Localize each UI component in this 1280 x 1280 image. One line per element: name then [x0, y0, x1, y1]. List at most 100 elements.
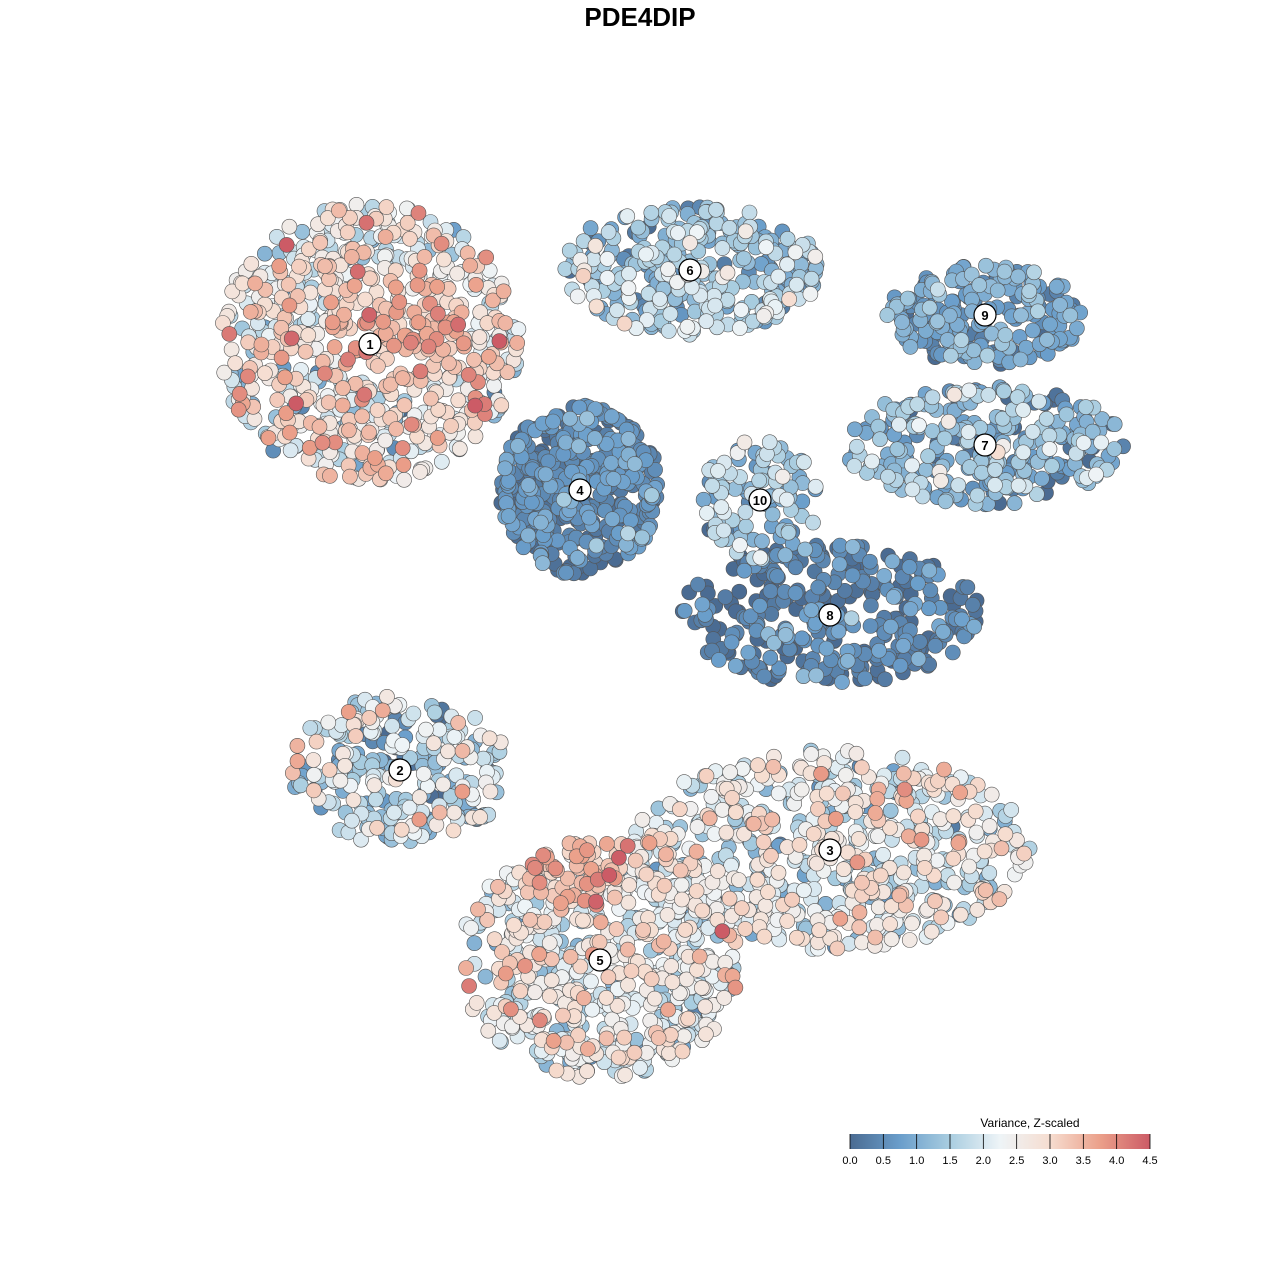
data-point: [498, 495, 515, 511]
data-point: [837, 767, 854, 783]
data-point: [477, 968, 494, 985]
data-point: [486, 931, 503, 948]
data-point: [877, 671, 893, 688]
data-point: [600, 224, 617, 240]
data-point: [952, 784, 968, 801]
data-point: [588, 537, 605, 554]
data-point: [586, 430, 603, 447]
data-point: [717, 589, 734, 605]
cluster-label-text: 2: [396, 763, 403, 778]
data-point: [506, 917, 522, 933]
data-point: [738, 518, 754, 535]
data-point: [952, 906, 969, 923]
data-point: [762, 649, 779, 666]
data-point: [721, 220, 738, 236]
data-point: [761, 434, 778, 451]
data-point: [731, 583, 748, 600]
data-point: [771, 660, 787, 677]
data-point: [704, 477, 721, 494]
data-point: [983, 786, 1000, 803]
data-point: [569, 549, 586, 566]
data-point: [345, 792, 362, 808]
data-point: [526, 984, 543, 1001]
data-point: [677, 921, 694, 938]
data-point: [682, 235, 698, 251]
data-point: [288, 395, 304, 412]
data-point: [688, 883, 705, 899]
data-point: [879, 307, 896, 323]
data-point: [497, 460, 513, 477]
data-point: [1003, 802, 1020, 818]
data-point: [322, 468, 338, 484]
data-point: [728, 804, 744, 821]
data-point: [936, 430, 953, 447]
data-point: [582, 220, 599, 236]
data-point: [281, 424, 298, 441]
data-point: [588, 893, 604, 910]
data-point: [981, 818, 998, 834]
data-point: [608, 921, 625, 937]
data-point: [415, 766, 432, 782]
data-point: [1021, 283, 1038, 300]
data-point: [361, 424, 377, 441]
data-point: [752, 549, 769, 566]
data-point: [876, 568, 893, 584]
data-point: [950, 835, 967, 851]
data-point: [1012, 351, 1029, 368]
data-point: [813, 765, 829, 782]
data-point: [576, 990, 592, 1006]
data-point: [660, 323, 677, 339]
data-point: [455, 335, 472, 352]
data-point: [441, 355, 457, 372]
colorbar-tick-label: 1.0: [909, 1155, 924, 1167]
data-point: [616, 315, 633, 332]
data-point: [691, 948, 708, 965]
data-point: [358, 215, 375, 231]
data-point: [894, 749, 911, 766]
data-point: [676, 774, 693, 790]
data-point: [231, 385, 248, 402]
data-point: [805, 826, 822, 842]
data-point: [853, 759, 870, 776]
data-point: [895, 765, 912, 782]
data-point: [969, 901, 986, 918]
data-point: [342, 468, 358, 485]
data-point: [391, 294, 408, 310]
data-point: [581, 509, 597, 526]
data-point: [467, 428, 484, 445]
data-point: [470, 901, 486, 918]
data-point: [922, 582, 939, 599]
colorbar-tick-label: 4.0: [1109, 1155, 1124, 1167]
data-point: [552, 895, 569, 911]
data-point: [1038, 410, 1055, 427]
data-point: [242, 304, 259, 320]
data-point: [755, 834, 772, 850]
data-point: [894, 314, 910, 330]
data-point: [960, 424, 977, 440]
data-point: [963, 266, 980, 283]
data-point: [620, 894, 637, 911]
data-point: [828, 810, 844, 827]
data-point: [386, 337, 402, 354]
data-point: [449, 265, 466, 282]
data-point: [1024, 423, 1041, 440]
data-point: [755, 308, 772, 324]
data-point: [882, 916, 898, 932]
data-point: [335, 380, 351, 396]
data-point: [482, 783, 499, 800]
data-point: [765, 758, 782, 775]
data-point: [394, 737, 411, 753]
data-point: [281, 218, 298, 235]
data-point: [1044, 458, 1060, 474]
data-point: [641, 835, 658, 851]
data-point: [312, 234, 329, 251]
data-point: [300, 327, 317, 343]
data-point: [724, 790, 740, 806]
data-point: [340, 351, 356, 368]
data-point: [733, 302, 750, 318]
data-point: [788, 276, 805, 293]
data-point: [430, 305, 446, 322]
data-point: [375, 313, 392, 330]
data-point: [450, 392, 467, 409]
data-point: [846, 458, 863, 474]
